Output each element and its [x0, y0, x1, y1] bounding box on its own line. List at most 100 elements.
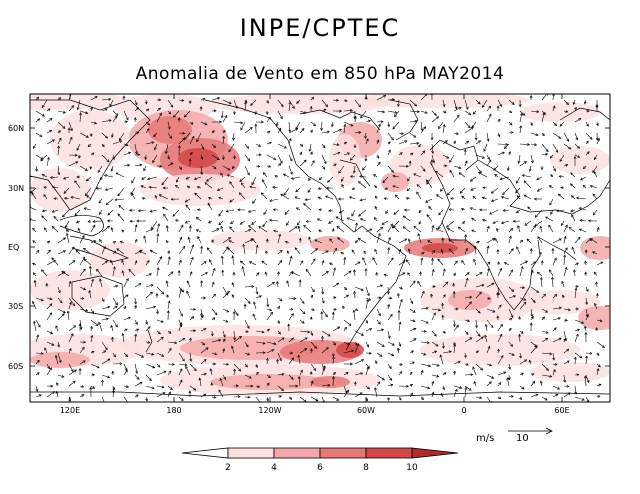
wind-vector: [492, 220, 499, 224]
wind-vector-head: [563, 338, 566, 342]
wind-vector: [516, 195, 521, 200]
wind-vector: [68, 380, 76, 387]
wind-vector: [448, 239, 455, 244]
wind-vector-head: [570, 183, 573, 187]
wind-vector-head: [402, 226, 406, 230]
wind-vector-head: [586, 151, 590, 155]
wind-vector-head: [237, 395, 241, 399]
wind-vector-head: [103, 246, 106, 250]
wind-vector: [211, 396, 217, 398]
wind-vector: [68, 161, 79, 167]
wind-vector: [96, 269, 103, 277]
wind-vector: [218, 209, 224, 217]
wind-vector-head: [562, 294, 565, 298]
wind-vector-head: [417, 280, 421, 284]
wind-vector: [362, 165, 367, 171]
wind-vector-head: [567, 308, 571, 312]
wind-vector-head: [350, 362, 354, 366]
wind-vector: [116, 248, 125, 255]
wind-vector-head: [367, 386, 371, 390]
wind-vector-head: [436, 116, 440, 120]
wind-vector: [365, 328, 372, 332]
wind-vector-head: [539, 276, 543, 280]
wind-vector-head: [290, 376, 294, 380]
wind-vector-head: [431, 150, 435, 155]
wind-vector-head: [596, 226, 600, 231]
wind-vector: [299, 260, 304, 266]
wind-vector: [167, 341, 177, 344]
wind-vector-head: [523, 301, 527, 305]
wind-vector: [339, 209, 345, 214]
wind-vector-head: [441, 345, 445, 349]
reference-vector-units: m/s: [476, 433, 495, 444]
wind-vector: [563, 267, 567, 277]
wind-vector: [409, 319, 416, 322]
wind-vector: [325, 195, 334, 200]
wind-vector: [283, 173, 290, 178]
wind-vector: [470, 207, 477, 211]
wind-vector-head: [97, 169, 101, 174]
wind-vector-head: [459, 386, 463, 389]
wind-vector: [53, 198, 59, 200]
wind-vector-head: [329, 238, 333, 242]
wind-vector-head: [242, 243, 246, 247]
wind-vector-head: [486, 225, 490, 229]
wind-vector-head: [570, 209, 574, 213]
wind-vector-head: [301, 300, 305, 305]
wind-vector: [252, 313, 257, 321]
anomaly-patch: [329, 134, 361, 186]
wind-vector-head: [117, 213, 121, 217]
wind-vector: [178, 137, 185, 145]
wind-vector-head: [531, 373, 535, 376]
wind-vector-head: [577, 155, 581, 158]
wind-vector: [68, 363, 74, 372]
wind-vector-head: [255, 371, 259, 375]
wind-vector: [261, 260, 268, 266]
wind-vector: [57, 297, 63, 304]
wind-vector-head: [31, 192, 35, 196]
wind-vector: [299, 159, 307, 167]
wind-vector-head: [288, 129, 292, 133]
wind-vector: [156, 385, 165, 388]
wind-vector-head: [266, 398, 269, 402]
wind-vector-head: [125, 278, 129, 282]
wind-vector-head: [381, 377, 385, 381]
wind-vector: [392, 121, 400, 130]
wind-vector: [208, 220, 213, 224]
wind-vector: [571, 195, 576, 200]
wind-vector-head: [67, 127, 71, 131]
wind-vector: [101, 98, 111, 101]
wind-vector-head: [119, 140, 123, 144]
wind-vector-head: [578, 228, 582, 232]
wind-vector-head: [146, 128, 150, 132]
wind-vector-head: [335, 98, 339, 102]
wind-vector: [117, 187, 125, 196]
wind-vector-head: [260, 120, 264, 124]
wind-vector-head: [248, 375, 252, 379]
wind-vector-head: [309, 371, 313, 375]
wind-vector: [360, 198, 367, 201]
wind-vector-head: [390, 383, 394, 387]
wind-vector: [269, 219, 279, 222]
wind-vector: [534, 209, 543, 218]
wind-vector: [540, 226, 543, 233]
wind-vector-head: [110, 227, 114, 231]
wind-vector: [376, 95, 386, 101]
wind-vector-head: [165, 239, 169, 244]
wind-vector-head: [130, 191, 134, 195]
wind-vector: [156, 319, 164, 323]
wind-vector-head: [160, 319, 164, 323]
wind-vector: [376, 110, 385, 113]
wind-vector-head: [138, 250, 142, 254]
wind-vector: [166, 280, 169, 288]
wind-vector: [534, 220, 543, 227]
wind-vector: [266, 116, 271, 123]
wind-vector-head: [162, 186, 166, 190]
wind-vector-head: [595, 292, 599, 297]
wind-vector-head: [534, 214, 538, 218]
wind-vector: [594, 303, 598, 310]
wind-vector: [431, 143, 434, 154]
wind-vector-head: [136, 376, 140, 380]
wind-vector-head: [527, 143, 531, 146]
wind-vector: [420, 126, 427, 134]
